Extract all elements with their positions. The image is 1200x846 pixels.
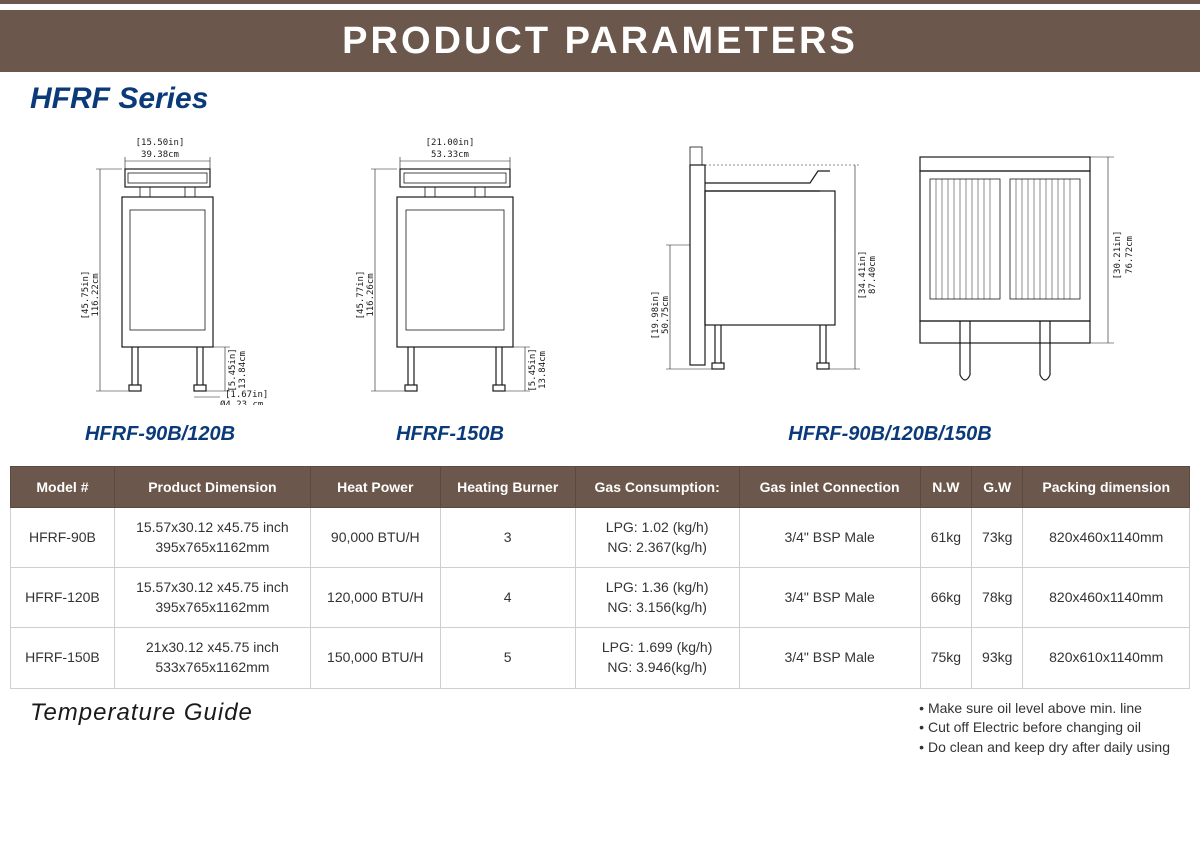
- cell-nw: 61kg: [920, 508, 971, 568]
- table-row: HFRF-150B21x30.12 x45.75 inch533x765x116…: [11, 628, 1190, 688]
- drawing-front-narrow: [15.50in] 39.38cm [45.75in]: [50, 135, 270, 405]
- cell-burner: 3: [440, 508, 575, 568]
- svg-text:50.75cm: 50.75cm: [661, 296, 671, 334]
- drawing-side-and-front: [19.98in] 50.75cm [34.41in] 87.40cm: [630, 135, 1150, 405]
- cell-gas: LPG: 1.02 (kg/h)NG: 2.367(kg/h): [575, 508, 739, 568]
- diagrams-row: [15.50in] 39.38cm [45.75in]: [0, 116, 1200, 446]
- cell-gw: 78kg: [972, 568, 1023, 628]
- cell-inlet: 3/4" BSP Male: [739, 508, 920, 568]
- svg-text:[1.67in]: [1.67in]: [225, 390, 268, 400]
- svg-text:13.84cm: 13.84cm: [238, 351, 248, 389]
- col-dim: Product Dimension: [114, 467, 310, 508]
- cell-model: HFRF-120B: [11, 568, 115, 628]
- col-pack: Packing dimension: [1023, 467, 1190, 508]
- series-title: HFRF Series: [0, 72, 1200, 116]
- svg-text:Ø4.23 cm: Ø4.23 cm: [220, 399, 263, 405]
- cell-model: HFRF-90B: [11, 508, 115, 568]
- banner-title: PRODUCT PARAMETERS: [342, 20, 858, 63]
- svg-text:116.22cm: 116.22cm: [91, 273, 101, 316]
- cell-nw: 75kg: [920, 628, 971, 688]
- cell-burner: 5: [440, 628, 575, 688]
- col-gas: Gas Consumption:: [575, 467, 739, 508]
- cell-dim: 21x30.12 x45.75 inch533x765x1162mm: [114, 628, 310, 688]
- svg-text:[19.98in]: [19.98in]: [651, 291, 661, 340]
- diagram-90b-120b: [15.50in] 39.38cm [45.75in]: [50, 135, 270, 446]
- diagram-label-1: HFRF-150B: [330, 423, 570, 446]
- cell-nw: 66kg: [920, 568, 971, 628]
- banner: PRODUCT PARAMETERS: [0, 10, 1200, 72]
- drawing-front-wide: [21.00in] 53.33cm [45.77in] 116.26cm: [330, 135, 570, 405]
- diagram-label-2: HFRF-90B/120B/150B: [630, 423, 1150, 446]
- cell-gw: 93kg: [972, 628, 1023, 688]
- footer-row: Temperature Guide • Make sure oil level …: [0, 689, 1200, 758]
- svg-text:116.26cm: 116.26cm: [366, 273, 376, 316]
- note-item: • Cut off Electric before changing oil: [919, 718, 1170, 738]
- cell-gas: LPG: 1.699 (kg/h)NG: 3.946(kg/h): [575, 628, 739, 688]
- cell-pack: 820x460x1140mm: [1023, 568, 1190, 628]
- cell-power: 150,000 BTU/H: [310, 628, 440, 688]
- cell-dim: 15.57x30.12 x45.75 inch395x765x1162mm: [114, 568, 310, 628]
- col-power: Heat Power: [310, 467, 440, 508]
- col-nw: N.W: [920, 467, 971, 508]
- spec-table: Model # Product Dimension Heat Power Hea…: [10, 466, 1190, 689]
- svg-text:[15.50in]: [15.50in]: [136, 138, 185, 148]
- col-model: Model #: [11, 467, 115, 508]
- table-row: HFRF-120B15.57x30.12 x45.75 inch395x765x…: [11, 568, 1190, 628]
- cell-pack: 820x460x1140mm: [1023, 508, 1190, 568]
- svg-text:[30.21in]: [30.21in]: [1113, 231, 1123, 280]
- svg-text:[5.45in]: [5.45in]: [228, 348, 238, 391]
- svg-text:[21.00in]: [21.00in]: [426, 138, 475, 148]
- diagram-label-0: HFRF-90B/120B: [50, 423, 270, 446]
- cell-pack: 820x610x1140mm: [1023, 628, 1190, 688]
- cell-power: 120,000 BTU/H: [310, 568, 440, 628]
- svg-text:[5.45in]: [5.45in]: [528, 348, 538, 391]
- svg-text:87.40cm: 87.40cm: [868, 256, 878, 294]
- col-burner: Heating Burner: [440, 467, 575, 508]
- col-inlet: Gas inlet Connection: [739, 467, 920, 508]
- svg-text:39.38cm: 39.38cm: [141, 150, 179, 160]
- cell-power: 90,000 BTU/H: [310, 508, 440, 568]
- cell-model: HFRF-150B: [11, 628, 115, 688]
- diagram-combined: [19.98in] 50.75cm [34.41in] 87.40cm: [630, 135, 1150, 446]
- table-row: HFRF-90B15.57x30.12 x45.75 inch395x765x1…: [11, 508, 1190, 568]
- usage-notes: • Make sure oil level above min. line • …: [919, 699, 1170, 758]
- svg-text:[45.77in]: [45.77in]: [356, 271, 366, 320]
- svg-text:53.33cm: 53.33cm: [431, 150, 469, 160]
- temperature-guide-heading: Temperature Guide: [30, 699, 253, 727]
- svg-text:76.72cm: 76.72cm: [1125, 236, 1135, 274]
- cell-inlet: 3/4" BSP Male: [739, 568, 920, 628]
- cell-dim: 15.57x30.12 x45.75 inch395x765x1162mm: [114, 508, 310, 568]
- cell-inlet: 3/4" BSP Male: [739, 628, 920, 688]
- table-header-row: Model # Product Dimension Heat Power Hea…: [11, 467, 1190, 508]
- note-item: • Do clean and keep dry after daily usin…: [919, 738, 1170, 758]
- cell-gas: LPG: 1.36 (kg/h)NG: 3.156(kg/h): [575, 568, 739, 628]
- cell-gw: 73kg: [972, 508, 1023, 568]
- cell-burner: 4: [440, 568, 575, 628]
- col-gw: G.W: [972, 467, 1023, 508]
- svg-text:[34.41in]: [34.41in]: [858, 251, 868, 300]
- svg-text:13.84cm: 13.84cm: [538, 351, 548, 389]
- diagram-150b: [21.00in] 53.33cm [45.77in] 116.26cm: [330, 135, 570, 446]
- svg-text:[45.75in]: [45.75in]: [81, 271, 91, 320]
- note-item: • Make sure oil level above min. line: [919, 699, 1170, 719]
